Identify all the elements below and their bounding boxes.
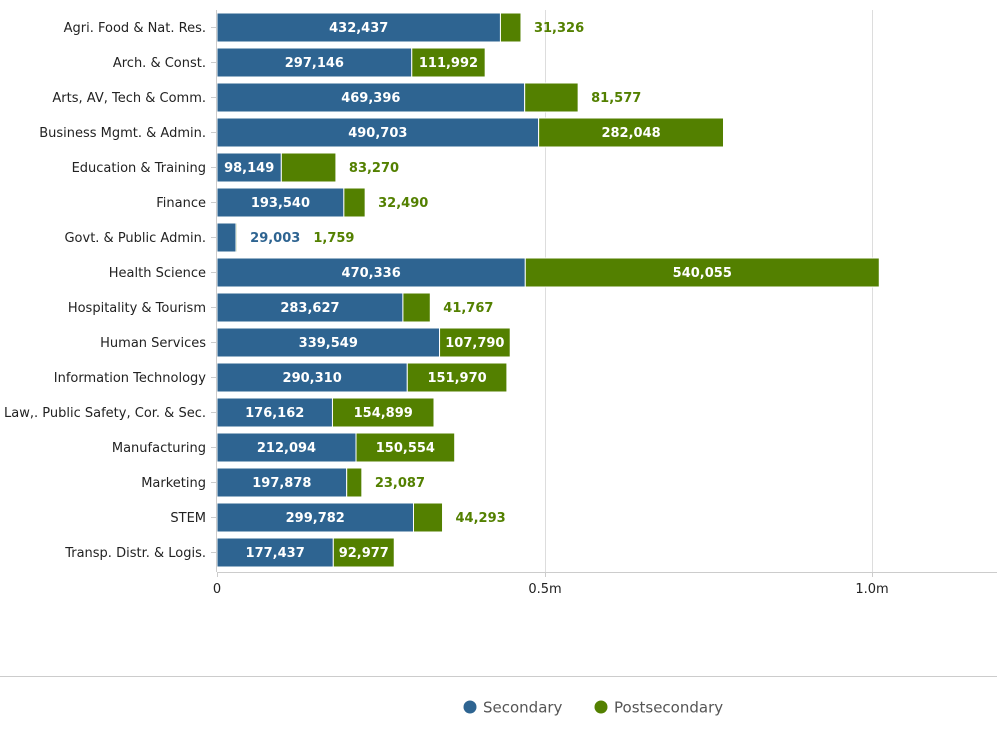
data-label-postsecondary: 32,490 xyxy=(378,196,428,211)
data-label-postsecondary: 150,554 xyxy=(376,441,435,456)
legend-marker xyxy=(463,700,477,714)
legend-label: Postsecondary xyxy=(614,699,723,717)
legend-marker xyxy=(594,700,608,714)
category-label: Arts, AV, Tech & Comm. xyxy=(52,91,206,106)
bar-secondary[interactable] xyxy=(216,257,526,288)
data-label-postsecondary: 31,326 xyxy=(534,21,584,36)
data-label-secondary: 283,627 xyxy=(280,301,339,316)
bar-postsecondary[interactable] xyxy=(355,432,456,463)
data-label-secondary: 212,094 xyxy=(257,441,316,456)
bar-postsecondary[interactable] xyxy=(412,502,444,533)
x-tick-label: 0.5m xyxy=(528,582,561,597)
data-label-secondary: 176,162 xyxy=(245,406,304,421)
category-label: Agri. Food & Nat. Res. xyxy=(64,21,206,36)
axes: 0 0.5m 1.0m Agri. Food & Nat. Res. Arch. & C… xyxy=(4,10,997,597)
legend-item-secondary[interactable]: Secondary xyxy=(463,699,563,717)
data-label-secondary: 470,336 xyxy=(342,266,401,281)
data-label-postsecondary: 107,790 xyxy=(445,336,504,351)
data-label-secondary: 177,437 xyxy=(246,546,305,561)
category-label: Human Services xyxy=(100,336,206,351)
bar-postsecondary[interactable] xyxy=(346,467,363,498)
bar-postsecondary[interactable] xyxy=(331,397,435,428)
data-label-postsecondary: 23,087 xyxy=(375,476,425,491)
category-label: Marketing xyxy=(141,476,206,491)
data-label-postsecondary: 282,048 xyxy=(601,126,660,141)
data-label-postsecondary: 540,055 xyxy=(673,266,732,281)
legend-item-postsecondary[interactable]: Postsecondary xyxy=(594,699,724,717)
category-label: Hospitality & Tourism xyxy=(68,301,206,316)
category-label: Education & Training xyxy=(72,161,206,176)
bar-postsecondary[interactable] xyxy=(524,82,579,113)
x-tick-label: 0 xyxy=(213,582,221,597)
bar-postsecondary[interactable] xyxy=(332,537,395,568)
data-labels: 432,437 31,326 297,146 111,992 469,396 81,577… xyxy=(224,21,732,561)
data-label-postsecondary: 41,767 xyxy=(443,301,493,316)
bar-postsecondary[interactable] xyxy=(402,292,431,323)
data-label-secondary: 469,396 xyxy=(341,91,400,106)
data-label-secondary: 432,437 xyxy=(329,21,388,36)
bar-secondary[interactable] xyxy=(216,327,441,358)
bar-secondary[interactable] xyxy=(216,222,237,253)
bar-postsecondary[interactable] xyxy=(524,257,880,288)
bar-postsecondary[interactable] xyxy=(280,152,337,183)
data-label-postsecondary: 83,270 xyxy=(349,161,399,176)
data-label-postsecondary: 81,577 xyxy=(591,91,641,106)
data-label-secondary: 297,146 xyxy=(285,56,344,71)
category-label: Information Technology xyxy=(54,371,207,386)
legend-label: Secondary xyxy=(483,699,563,717)
bar-secondary[interactable] xyxy=(216,362,408,393)
data-label-postsecondary: 1,759 xyxy=(313,231,354,246)
category-label: Arch. & Const. xyxy=(113,56,206,71)
bar-secondary[interactable] xyxy=(216,292,404,323)
bar-postsecondary[interactable] xyxy=(406,362,508,393)
data-label-secondary: 98,149 xyxy=(224,161,274,176)
category-label: Law,. Public Safety, Cor. & Sec. xyxy=(4,406,206,421)
bar-postsecondary[interactable] xyxy=(411,47,486,78)
category-label: STEM xyxy=(170,511,206,526)
category-label: Govt. & Public Admin. xyxy=(64,231,206,246)
bar-secondary[interactable] xyxy=(216,537,334,568)
bar-postsecondary[interactable] xyxy=(538,117,725,148)
category-label: Business Mgmt. & Admin. xyxy=(39,126,206,141)
bar-postsecondary[interactable] xyxy=(499,12,522,43)
bars xyxy=(216,12,880,568)
data-label-postsecondary: 92,977 xyxy=(339,546,389,561)
data-label-secondary: 197,878 xyxy=(252,476,311,491)
data-label-secondary: 193,540 xyxy=(251,196,310,211)
category-label: Health Science xyxy=(109,266,206,281)
bar-secondary[interactable] xyxy=(216,47,413,78)
bar-postsecondary[interactable] xyxy=(439,327,511,358)
data-label-secondary: 490,703 xyxy=(348,126,407,141)
bar-secondary[interactable] xyxy=(216,187,345,218)
data-label-secondary: 299,782 xyxy=(286,511,345,526)
legend[interactable]: Secondary Postsecondary xyxy=(463,699,724,717)
category-label: Finance xyxy=(156,196,206,211)
bar-postsecondary[interactable] xyxy=(343,187,366,218)
category-label: Transp. Distr. & Logis. xyxy=(64,546,206,561)
data-label-postsecondary: 151,970 xyxy=(427,371,486,386)
category-label: Manufacturing xyxy=(112,441,206,456)
data-label-secondary: 290,310 xyxy=(283,371,342,386)
data-label-postsecondary: 111,992 xyxy=(419,56,478,71)
data-label-postsecondary: 44,293 xyxy=(456,511,506,526)
data-label-secondary: 29,003 xyxy=(250,231,300,246)
x-tick-label: 1.0m xyxy=(855,582,888,597)
bar-secondary[interactable] xyxy=(216,432,357,463)
data-label-postsecondary: 154,899 xyxy=(354,406,413,421)
bar-secondary[interactable] xyxy=(216,152,282,183)
bar-postsecondary[interactable] xyxy=(235,222,238,253)
data-label-secondary: 339,549 xyxy=(299,336,358,351)
